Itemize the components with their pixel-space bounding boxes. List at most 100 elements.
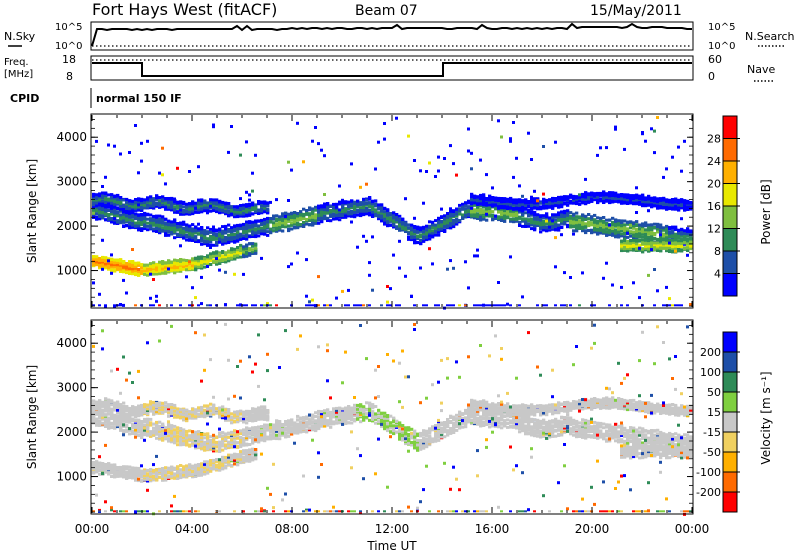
heatmap-cell	[686, 229, 690, 233]
heatmap-cell	[107, 420, 111, 424]
heatmap-cell	[650, 232, 654, 236]
heatmap-cell	[689, 207, 693, 211]
heatmap-cell	[104, 465, 108, 469]
heatmap-cell	[308, 212, 312, 216]
heatmap-cell	[302, 221, 306, 224]
heatmap-cell	[137, 197, 141, 201]
heatmap-cell	[104, 191, 108, 195]
heatmap-cell	[554, 200, 558, 204]
heatmap-cell	[671, 155, 674, 159]
heatmap-cell	[188, 202, 192, 206]
heatmap-cell	[425, 224, 429, 228]
heatmap-cell	[212, 225, 215, 229]
heatmap-cell	[173, 264, 177, 268]
heatmap-cell	[149, 296, 152, 300]
heatmap-cell	[551, 199, 555, 202]
heatmap-cell	[677, 304, 680, 307]
heatmap-cell	[311, 209, 315, 213]
heatmap-cell	[650, 236, 654, 240]
heatmap-cell	[329, 213, 333, 216]
heatmap-cell	[476, 205, 480, 209]
heatmap-cell	[227, 254, 231, 258]
heatmap-cell	[170, 260, 174, 264]
heatmap-cell	[506, 199, 510, 203]
heatmap-cell	[104, 409, 108, 413]
heatmap-cell	[392, 223, 396, 227]
heatmap-cell	[359, 201, 363, 205]
heatmap-cell	[173, 225, 177, 229]
heatmap-cell	[305, 218, 309, 221]
heatmap-cell	[572, 220, 576, 224]
heatmap-cell	[395, 213, 399, 216]
heatmap-cell	[164, 263, 168, 267]
heatmap-cell	[107, 402, 111, 406]
heatmap-cell	[212, 198, 216, 202]
heatmap-cell	[338, 218, 342, 222]
heatmap-cell	[98, 399, 102, 403]
heatmap-cell	[143, 217, 147, 220]
heatmap-cell	[248, 247, 252, 251]
heatmap-cell	[668, 207, 672, 211]
heatmap-cell	[215, 257, 218, 261]
heatmap-cell	[218, 240, 221, 244]
heatmap-cell	[440, 219, 444, 223]
heatmap-cell	[368, 208, 372, 212]
heatmap-cell	[317, 275, 320, 279]
heatmap-cell	[413, 304, 416, 307]
heatmap-cell	[257, 224, 261, 228]
heatmap-cell	[173, 258, 177, 262]
heatmap-cell	[98, 423, 102, 427]
heatmap-cell	[611, 216, 615, 220]
heatmap-cell	[635, 193, 639, 197]
heatmap-cell	[344, 207, 348, 211]
heatmap-cell	[386, 216, 390, 220]
heatmap-cell	[527, 208, 531, 212]
heatmap-cell	[134, 269, 138, 273]
heatmap-cell	[191, 229, 195, 233]
heatmap-cell	[617, 235, 621, 239]
heatmap-cell	[191, 236, 195, 240]
heatmap-cell	[641, 232, 645, 236]
heatmap-cell	[656, 198, 660, 202]
heatmap-cell	[305, 294, 308, 298]
heatmap-cell	[503, 206, 507, 210]
heatmap-cell	[269, 227, 273, 231]
heatmap-cell	[140, 227, 144, 231]
heatmap-cell	[131, 269, 135, 273]
heatmap-cell	[380, 203, 384, 207]
heatmap-cell	[659, 203, 663, 207]
nave-tick-bottom: 0	[708, 70, 715, 83]
heatmap-cell	[554, 218, 558, 222]
heatmap-cell	[182, 220, 186, 224]
heatmap-cell	[668, 246, 672, 250]
heatmap-cell	[248, 253, 252, 257]
heatmap-cell	[623, 193, 627, 197]
heatmap-cell	[227, 237, 231, 241]
heatmap-cell	[314, 205, 318, 209]
heatmap-cell	[518, 215, 522, 219]
heatmap-cell	[590, 231, 594, 235]
heatmap-cell	[131, 272, 135, 275]
heatmap-cell	[512, 201, 516, 204]
heatmap-cell	[668, 297, 671, 301]
heatmap-cell	[197, 201, 201, 205]
heatmap-cell	[509, 203, 513, 207]
heatmap-cell	[368, 304, 371, 307]
heatmap-cell	[332, 208, 336, 212]
heatmap-cell	[341, 215, 345, 219]
heatmap-cell	[347, 203, 351, 207]
heatmap-cell	[650, 226, 654, 230]
heatmap-cell	[296, 217, 300, 221]
heatmap-cell	[455, 173, 458, 177]
heatmap-cell	[122, 262, 126, 266]
noise-tick-right-bottom: 10^0	[708, 41, 735, 52]
heatmap-cell	[110, 205, 114, 209]
heatmap-cell	[101, 462, 105, 465]
heatmap-cell	[560, 233, 563, 237]
heatmap-cell	[236, 230, 240, 234]
heatmap-cell	[572, 198, 576, 202]
heatmap-cell	[371, 212, 375, 216]
heatmap-cell	[110, 260, 114, 264]
heatmap-cell	[266, 233, 270, 237]
heatmap-cell	[335, 205, 338, 209]
